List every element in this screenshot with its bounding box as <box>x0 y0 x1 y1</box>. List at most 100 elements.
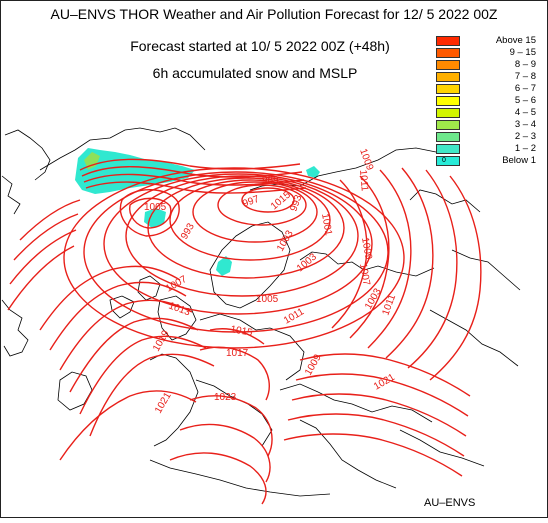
legend-label: 4 – 5 <box>514 107 536 118</box>
legend-swatch: 0 <box>436 156 460 166</box>
isobar-low-center-6 <box>125 175 359 297</box>
isobar-atlantic-1 <box>39 265 181 331</box>
legend-row-7-8: 7 – 8 <box>436 71 544 83</box>
isobar-south-5 <box>199 346 270 401</box>
legend-swatch <box>436 120 460 130</box>
coastlines <box>1 127 521 497</box>
snow-patch-scandinavia <box>216 256 232 276</box>
legend-label: 8 – 9 <box>514 59 536 70</box>
isobar-label: 1013 <box>167 300 192 318</box>
isobar-low-center-8 <box>83 171 389 333</box>
isobar-label: 1007 <box>357 263 372 287</box>
isobar-east-2 <box>349 175 390 339</box>
snow-patch-jan-mayen <box>144 208 166 228</box>
isobar-atlantic-4 <box>69 317 199 393</box>
legend-swatch <box>436 96 460 106</box>
isobar-jan-mayen-2 <box>119 189 180 237</box>
isobar-label: 1017 <box>226 348 249 359</box>
isobar-atlantic-5 <box>79 335 207 415</box>
legend-swatch <box>436 108 460 118</box>
isobar-southeast-3 <box>291 393 467 437</box>
isobar-label: 1005 <box>144 202 167 213</box>
isobars <box>7 158 482 505</box>
snow-patch-svalbard <box>75 148 195 194</box>
map-subtitle: Forecast started at 10/ 5 2022 00Z (+48h… <box>130 38 390 54</box>
isobar-southeast-2 <box>295 373 469 417</box>
legend-row-4-5: 4 – 5 <box>436 107 544 119</box>
isobar-label: 1023 <box>214 392 237 403</box>
isobar-label: 1021 <box>372 372 397 393</box>
legend-row-2-3: 2 – 3 <box>436 131 544 143</box>
isobar-atlantic-2 <box>49 281 187 351</box>
isobar-west-2 <box>13 213 79 261</box>
isobar-label: 1021 <box>153 390 174 415</box>
isobar-label: 1001 <box>319 213 334 237</box>
legend-row-below-1: 0 Below 1 <box>436 155 544 167</box>
isobar-south-4 <box>169 452 267 505</box>
isobar-low-center-3 <box>192 181 318 243</box>
isobar-east-5 <box>407 169 458 369</box>
legend-label: 3 – 4 <box>514 119 536 130</box>
isobar-low-center-2 <box>217 184 307 226</box>
legend-row-3-4: 3 – 4 <box>436 119 544 131</box>
isobar-atlantic-6 <box>89 353 215 437</box>
isobar-low-center-1 <box>241 187 295 213</box>
isobar-south-3 <box>179 423 271 483</box>
isobar-south-2 <box>189 395 273 457</box>
isobar-west-4 <box>7 245 75 311</box>
isobar-low-center-7 <box>103 173 373 315</box>
legend-row-8-9: 8 – 9 <box>436 59 544 71</box>
isobar-east-4 <box>385 167 434 359</box>
isobar-west-3 <box>9 229 77 285</box>
legend-label: 9 – 15 <box>509 47 536 58</box>
isobar-south-1 <box>59 390 197 461</box>
isobar-label: 1005 <box>256 294 279 305</box>
legend-row-9-15: 9 – 15 <box>436 47 544 59</box>
isobar-label: 993 <box>179 221 197 241</box>
legend-label: Below 1 <box>502 155 536 166</box>
isobar-label: 1003 <box>363 286 384 311</box>
legend-swatch <box>436 72 460 82</box>
isobar-arctic-3 <box>83 173 305 186</box>
isobar-arctic-4 <box>85 181 307 194</box>
isobar-southeast-1 <box>299 353 471 397</box>
legend-swatch <box>436 60 460 70</box>
isobar-east-1 <box>331 179 368 329</box>
legend-label: 6 – 7 <box>514 83 536 94</box>
isobar-south-6 <box>209 328 265 345</box>
legend-swatch <box>436 84 460 94</box>
field-description: 6h accumulated snow and MSLP <box>152 65 358 81</box>
isobar-low-center-4 <box>169 179 331 261</box>
isobar-low-center-9 <box>63 167 405 349</box>
map-title: AU–ENVS THOR Weather and Air Pollution F… <box>50 6 498 22</box>
isobar-atlantic-3 <box>59 299 193 371</box>
legend-label: 1 – 2 <box>514 143 536 154</box>
snow-patch-svalbard-core <box>84 152 100 170</box>
isobar-jan-mayen-1 <box>129 197 172 229</box>
isobar-west-1 <box>19 199 81 241</box>
legend-row-6-7: 6 – 7 <box>436 83 544 95</box>
legend-swatch <box>436 132 460 142</box>
isobar-label: 1011 <box>357 169 370 192</box>
isobar-label: 1009 <box>359 237 374 261</box>
legend-label: 5 – 6 <box>514 95 536 106</box>
isobar-east-3 <box>367 169 412 349</box>
legend-swatch-tag: 0 <box>442 157 446 164</box>
snow-patch-northern <box>306 166 320 178</box>
isobar-label: 1003 <box>275 228 296 253</box>
snow-areas <box>75 148 320 276</box>
isobar-label: 989 <box>262 175 279 186</box>
legend-row-5-6: 5 – 6 <box>436 95 544 107</box>
legend-swatch <box>436 144 460 154</box>
isobar-southeast-4 <box>287 413 465 457</box>
isobar-arctic-2 <box>81 166 303 178</box>
legend-row-above-15: Above 15 <box>436 35 544 47</box>
credit-label: AU–ENVS <box>424 497 476 509</box>
legend-row-1-2: 1 – 2 <box>436 143 544 155</box>
legend-label: Above 15 <box>495 35 536 46</box>
isobar-label: 1015 <box>229 324 253 339</box>
isobar-east-6 <box>429 175 482 381</box>
legend-swatch <box>436 36 460 46</box>
